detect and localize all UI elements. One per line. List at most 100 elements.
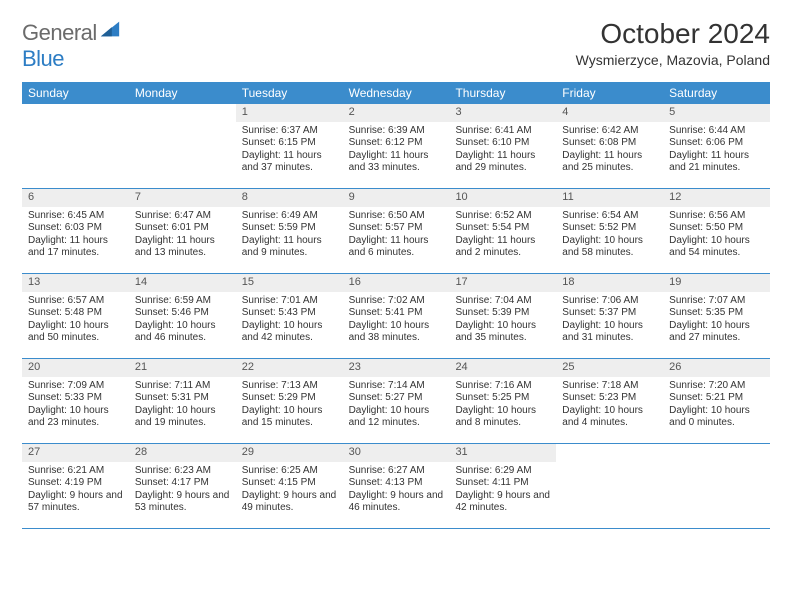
daylight-text: Daylight: 11 hours and 33 minutes.	[349, 150, 444, 175]
sunset-text: Sunset: 5:54 PM	[455, 222, 550, 235]
sunset-text: Sunset: 6:15 PM	[242, 137, 337, 150]
sunrise-text: Sunrise: 6:23 AM	[135, 465, 230, 478]
day-number: 13	[22, 274, 129, 292]
brand-text-b: Blue	[22, 46, 64, 71]
daylight-text: Daylight: 10 hours and 27 minutes.	[669, 320, 764, 345]
sunset-text: Sunset: 6:12 PM	[349, 137, 444, 150]
sunset-text: Sunset: 4:11 PM	[455, 477, 550, 490]
daylight-text: Daylight: 10 hours and 19 minutes.	[135, 405, 230, 430]
day-body: Sunrise: 7:13 AMSunset: 5:29 PMDaylight:…	[236, 377, 343, 436]
sunrise-text: Sunrise: 6:52 AM	[455, 210, 550, 223]
day-cell: 5Sunrise: 6:44 AMSunset: 6:06 PMDaylight…	[663, 104, 770, 188]
day-cell	[129, 104, 236, 188]
day-number: 19	[663, 274, 770, 292]
day-number: 11	[556, 189, 663, 207]
sunrise-text: Sunrise: 7:07 AM	[669, 295, 764, 308]
day-number: 28	[129, 444, 236, 462]
sunrise-text: Sunrise: 7:11 AM	[135, 380, 230, 393]
daylight-text: Daylight: 11 hours and 21 minutes.	[669, 150, 764, 175]
daylight-text: Daylight: 10 hours and 0 minutes.	[669, 405, 764, 430]
sunrise-text: Sunrise: 7:06 AM	[562, 295, 657, 308]
day-cell: 7Sunrise: 6:47 AMSunset: 6:01 PMDaylight…	[129, 189, 236, 273]
sunset-text: Sunset: 5:21 PM	[669, 392, 764, 405]
day-body: Sunrise: 6:57 AMSunset: 5:48 PMDaylight:…	[22, 292, 129, 351]
sunrise-text: Sunrise: 7:18 AM	[562, 380, 657, 393]
sunset-text: Sunset: 6:10 PM	[455, 137, 550, 150]
daylight-text: Daylight: 9 hours and 53 minutes.	[135, 490, 230, 515]
triangle-icon	[99, 18, 121, 40]
day-cell: 17Sunrise: 7:04 AMSunset: 5:39 PMDayligh…	[449, 274, 556, 358]
day-body: Sunrise: 7:09 AMSunset: 5:33 PMDaylight:…	[22, 377, 129, 436]
sunset-text: Sunset: 5:25 PM	[455, 392, 550, 405]
sunrise-text: Sunrise: 6:25 AM	[242, 465, 337, 478]
sunrise-text: Sunrise: 6:42 AM	[562, 125, 657, 138]
sunset-text: Sunset: 5:52 PM	[562, 222, 657, 235]
daylight-text: Daylight: 10 hours and 15 minutes.	[242, 405, 337, 430]
day-cell: 27Sunrise: 6:21 AMSunset: 4:19 PMDayligh…	[22, 444, 129, 528]
daylight-text: Daylight: 11 hours and 29 minutes.	[455, 150, 550, 175]
sunset-text: Sunset: 6:08 PM	[562, 137, 657, 150]
sunrise-text: Sunrise: 6:39 AM	[349, 125, 444, 138]
day-body: Sunrise: 6:37 AMSunset: 6:15 PMDaylight:…	[236, 122, 343, 181]
day-cell: 19Sunrise: 7:07 AMSunset: 5:35 PMDayligh…	[663, 274, 770, 358]
sunset-text: Sunset: 4:17 PM	[135, 477, 230, 490]
daylight-text: Daylight: 9 hours and 49 minutes.	[242, 490, 337, 515]
day-header: Tuesday	[236, 82, 343, 104]
week-row: 27Sunrise: 6:21 AMSunset: 4:19 PMDayligh…	[22, 444, 770, 529]
day-number: 8	[236, 189, 343, 207]
sunrise-text: Sunrise: 7:20 AM	[669, 380, 764, 393]
daylight-text: Daylight: 10 hours and 8 minutes.	[455, 405, 550, 430]
daylight-text: Daylight: 10 hours and 54 minutes.	[669, 235, 764, 260]
sunset-text: Sunset: 6:01 PM	[135, 222, 230, 235]
day-number: 5	[663, 104, 770, 122]
brand-logo: General Blue	[22, 18, 121, 72]
week-row: 6Sunrise: 6:45 AMSunset: 6:03 PMDaylight…	[22, 189, 770, 274]
day-header: Monday	[129, 82, 236, 104]
day-body: Sunrise: 7:16 AMSunset: 5:25 PMDaylight:…	[449, 377, 556, 436]
day-cell: 26Sunrise: 7:20 AMSunset: 5:21 PMDayligh…	[663, 359, 770, 443]
sunrise-text: Sunrise: 6:57 AM	[28, 295, 123, 308]
sunset-text: Sunset: 6:06 PM	[669, 137, 764, 150]
daylight-text: Daylight: 10 hours and 31 minutes.	[562, 320, 657, 345]
day-number: 31	[449, 444, 556, 462]
sunrise-text: Sunrise: 7:09 AM	[28, 380, 123, 393]
daylight-text: Daylight: 10 hours and 4 minutes.	[562, 405, 657, 430]
day-body: Sunrise: 6:39 AMSunset: 6:12 PMDaylight:…	[343, 122, 450, 181]
daylight-text: Daylight: 10 hours and 38 minutes.	[349, 320, 444, 345]
day-cell: 11Sunrise: 6:54 AMSunset: 5:52 PMDayligh…	[556, 189, 663, 273]
day-cell: 14Sunrise: 6:59 AMSunset: 5:46 PMDayligh…	[129, 274, 236, 358]
day-body: Sunrise: 7:04 AMSunset: 5:39 PMDaylight:…	[449, 292, 556, 351]
day-number: 3	[449, 104, 556, 122]
brand-text: General Blue	[22, 18, 121, 72]
sunset-text: Sunset: 5:29 PM	[242, 392, 337, 405]
day-body: Sunrise: 6:29 AMSunset: 4:11 PMDaylight:…	[449, 462, 556, 521]
day-header: Thursday	[449, 82, 556, 104]
day-body: Sunrise: 7:06 AMSunset: 5:37 PMDaylight:…	[556, 292, 663, 351]
sunrise-text: Sunrise: 7:02 AM	[349, 295, 444, 308]
day-number: 25	[556, 359, 663, 377]
daylight-text: Daylight: 11 hours and 13 minutes.	[135, 235, 230, 260]
day-body: Sunrise: 6:54 AMSunset: 5:52 PMDaylight:…	[556, 207, 663, 266]
day-number: 24	[449, 359, 556, 377]
day-body: Sunrise: 6:52 AMSunset: 5:54 PMDaylight:…	[449, 207, 556, 266]
day-cell: 4Sunrise: 6:42 AMSunset: 6:08 PMDaylight…	[556, 104, 663, 188]
day-cell: 20Sunrise: 7:09 AMSunset: 5:33 PMDayligh…	[22, 359, 129, 443]
sunset-text: Sunset: 5:31 PM	[135, 392, 230, 405]
sunset-text: Sunset: 5:27 PM	[349, 392, 444, 405]
sunset-text: Sunset: 4:15 PM	[242, 477, 337, 490]
brand-text-a: General	[22, 20, 97, 45]
day-number: 18	[556, 274, 663, 292]
day-body: Sunrise: 6:27 AMSunset: 4:13 PMDaylight:…	[343, 462, 450, 521]
sunset-text: Sunset: 6:03 PM	[28, 222, 123, 235]
day-number: 30	[343, 444, 450, 462]
day-body: Sunrise: 6:41 AMSunset: 6:10 PMDaylight:…	[449, 122, 556, 181]
day-body: Sunrise: 6:42 AMSunset: 6:08 PMDaylight:…	[556, 122, 663, 181]
sunrise-text: Sunrise: 6:47 AM	[135, 210, 230, 223]
day-number: 21	[129, 359, 236, 377]
day-number: 29	[236, 444, 343, 462]
sunset-text: Sunset: 5:39 PM	[455, 307, 550, 320]
day-body: Sunrise: 6:49 AMSunset: 5:59 PMDaylight:…	[236, 207, 343, 266]
day-number: 6	[22, 189, 129, 207]
day-cell: 21 Sunrise: 7:11 AMSunset: 5:31 PMDayligh…	[129, 359, 236, 443]
sunrise-text: Sunrise: 6:59 AM	[135, 295, 230, 308]
